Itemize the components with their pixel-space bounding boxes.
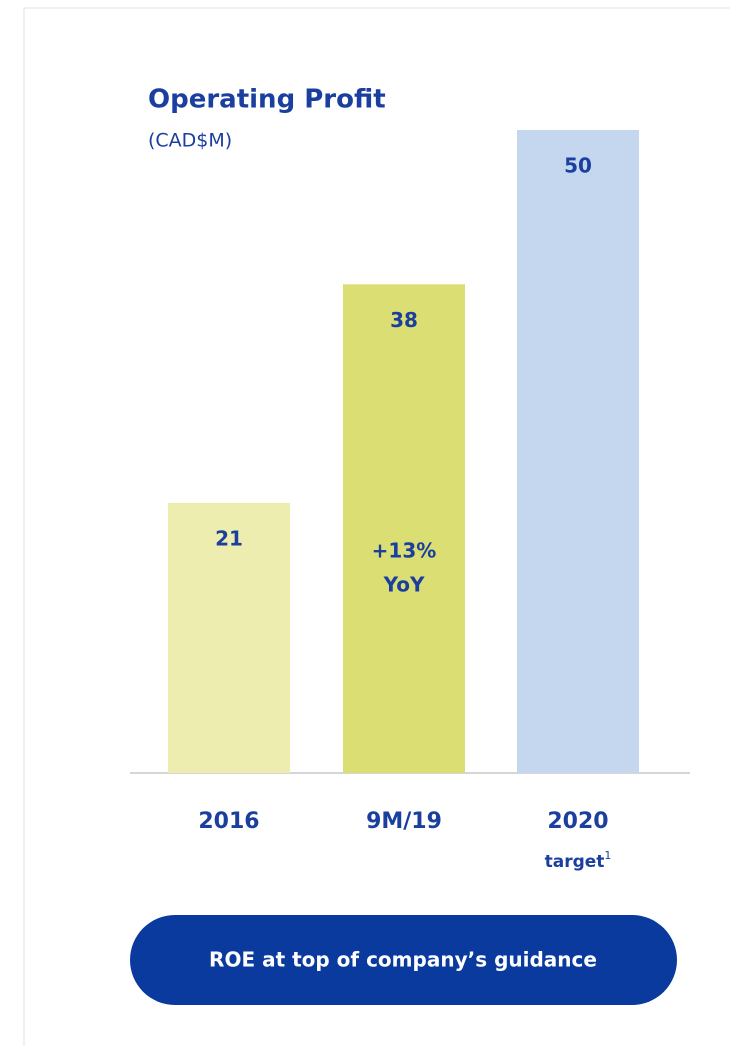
annotation: +13% <box>372 539 437 563</box>
value-label: 21 <box>215 526 243 550</box>
bar <box>343 284 465 773</box>
chart-title: Operating Profit <box>148 85 386 115</box>
annotation: YoY <box>383 573 425 597</box>
value-label: 38 <box>390 308 418 332</box>
callout-pill <box>130 915 677 1005</box>
chart-subtitle: (CAD$M) <box>148 130 232 152</box>
bar <box>168 502 290 773</box>
bar <box>517 130 639 773</box>
category-note: target1 <box>545 849 612 872</box>
x-tick-label: 2020 <box>547 809 608 834</box>
footnote-mark: 1 <box>604 849 611 862</box>
x-tick-label: 9M/19 <box>366 809 442 834</box>
value-label: 50 <box>564 154 592 178</box>
x-tick-label: 2016 <box>198 809 259 834</box>
callout-text: ROE at top of company’s guidance <box>209 948 597 972</box>
category-note-text: target <box>545 852 605 872</box>
